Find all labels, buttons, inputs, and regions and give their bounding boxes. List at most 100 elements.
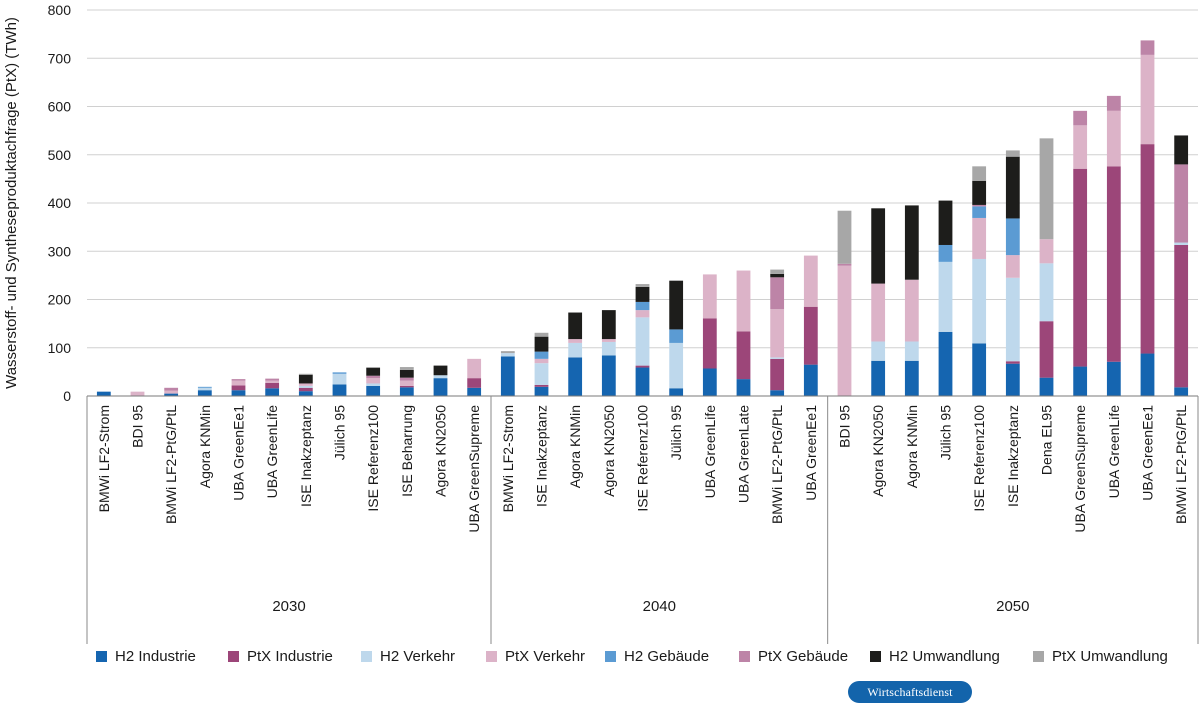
bar-segment-2 [197, 387, 212, 391]
bar-segment-0 [433, 378, 448, 396]
legend-label: H2 Industrie [115, 648, 196, 665]
bar-segment-7 [972, 166, 987, 181]
bar-segment-1 [635, 365, 650, 368]
bar-stack [366, 367, 381, 396]
bar-segment-0 [298, 391, 313, 396]
x-tick-label: ISE Referenz100 [971, 405, 987, 512]
legend-label: H2 Umwandlung [889, 648, 1000, 665]
bar-segment-1 [1039, 321, 1054, 378]
bar-segment-0 [871, 360, 886, 396]
x-tick-label: Agora KNMin [904, 405, 920, 488]
x-tick-label: BMWi LF2-PtG/PtL [1173, 405, 1189, 524]
bar-stack [669, 280, 684, 396]
bar-segment-2 [298, 385, 313, 388]
bar-segment-3 [904, 279, 919, 342]
x-tick-label: Agora KNMin [567, 405, 583, 488]
bars [96, 40, 1189, 396]
bar-segment-6 [366, 368, 381, 376]
bar-segment-1 [265, 382, 280, 389]
x-tick-label: UBA GreenSupreme [466, 405, 482, 533]
bar-segment-6 [568, 312, 583, 340]
x-tick-label: ISE Inakzeptanz [1005, 405, 1021, 507]
legend-swatch [870, 651, 881, 662]
bar-segment-5 [1106, 95, 1121, 111]
bar-segment-0 [366, 385, 381, 396]
bar-segment-5 [770, 277, 785, 310]
bar-segment-0 [972, 343, 987, 396]
bar-segment-0 [568, 357, 583, 396]
legend-item: PtX Gebäude [739, 648, 848, 665]
bar-segment-4 [534, 351, 549, 359]
y-axis-label: Wasserstoff- und Syntheseproduktachfrage… [3, 17, 20, 389]
bar-segment-7 [1039, 138, 1054, 240]
bar-segment-5 [366, 375, 381, 379]
x-tick-label: Agora KNMin [197, 405, 213, 488]
bar-segment-5 [1073, 110, 1088, 126]
y-tick-label: 300 [48, 243, 72, 259]
bar-segment-0 [500, 356, 515, 396]
bar-stack [837, 210, 852, 396]
x-tick-label: UBA GreenEe1 [803, 405, 819, 501]
bar-segment-3 [231, 380, 246, 386]
bar-segment-0 [803, 364, 818, 396]
legend-label: PtX Verkehr [505, 648, 586, 665]
bar-segment-3 [130, 391, 145, 396]
bar-segment-7 [399, 367, 414, 370]
y-tick-label: 600 [48, 99, 72, 115]
bar-segment-6 [534, 336, 549, 352]
bar-segment-6 [601, 310, 616, 340]
bar-segment-0 [904, 360, 919, 396]
bar-segment-6 [972, 180, 987, 205]
bar-segment-1 [1174, 244, 1189, 388]
bar-segment-0 [770, 390, 785, 396]
bar-stack [803, 255, 818, 396]
legend-item: H2 Industrie [96, 648, 196, 665]
bar-stack [972, 166, 987, 396]
bar-stack [1005, 150, 1020, 396]
bar-segment-2 [770, 357, 785, 359]
bar-segment-7 [534, 332, 549, 337]
x-tick-label: BMWi LF2-PtG/PtL [163, 405, 179, 524]
legend-item: PtX Umwandlung [1033, 648, 1168, 665]
legend-swatch [96, 651, 107, 662]
bar-segment-3 [1106, 110, 1121, 167]
bar-segment-0 [736, 379, 751, 396]
bar-segment-0 [635, 367, 650, 396]
bar-segment-3 [871, 283, 886, 342]
x-tick-label: Agora KN2050 [601, 405, 617, 497]
bar-stack [197, 386, 212, 396]
bar-stack [298, 373, 313, 396]
bar-segment-0 [1174, 387, 1189, 396]
bar-stack [1174, 135, 1189, 396]
group-label: 2050 [996, 598, 1029, 615]
bar-segment-7 [298, 373, 313, 375]
bar-stack [265, 378, 280, 396]
bar-segment-2 [938, 261, 953, 332]
bar-segment-6 [904, 205, 919, 280]
x-tick-label: Agora KN2050 [870, 405, 886, 497]
legend-swatch [228, 651, 239, 662]
bar-segment-0 [1106, 361, 1121, 396]
x-tick-label: UBA GreenLife [1106, 405, 1122, 499]
bar-segment-3 [837, 265, 852, 396]
legend-swatch [1033, 651, 1044, 662]
bar-segment-4 [332, 372, 347, 374]
bar-segment-3 [399, 380, 414, 386]
x-tick-label: UBA GreenEe1 [1140, 405, 1156, 501]
bar-segment-6 [635, 286, 650, 302]
bar-segment-3 [298, 383, 313, 386]
publisher-badge: Wirtschaftsdienst [848, 681, 972, 703]
bar-segment-0 [96, 391, 111, 396]
bar-segment-0 [231, 390, 246, 396]
bar-segment-2 [1174, 242, 1189, 245]
bar-segment-1 [1140, 144, 1155, 354]
bar-segment-3 [568, 339, 583, 343]
bar-segment-2 [1039, 263, 1054, 322]
bar-segment-2 [500, 353, 515, 357]
bar-segment-6 [770, 273, 785, 278]
bar-segment-0 [669, 388, 684, 396]
bar-segment-4 [635, 301, 650, 311]
bar-stack [500, 351, 515, 396]
x-tick-label: ISE Inakzeptanz [534, 405, 550, 507]
bar-stack [1140, 40, 1155, 396]
